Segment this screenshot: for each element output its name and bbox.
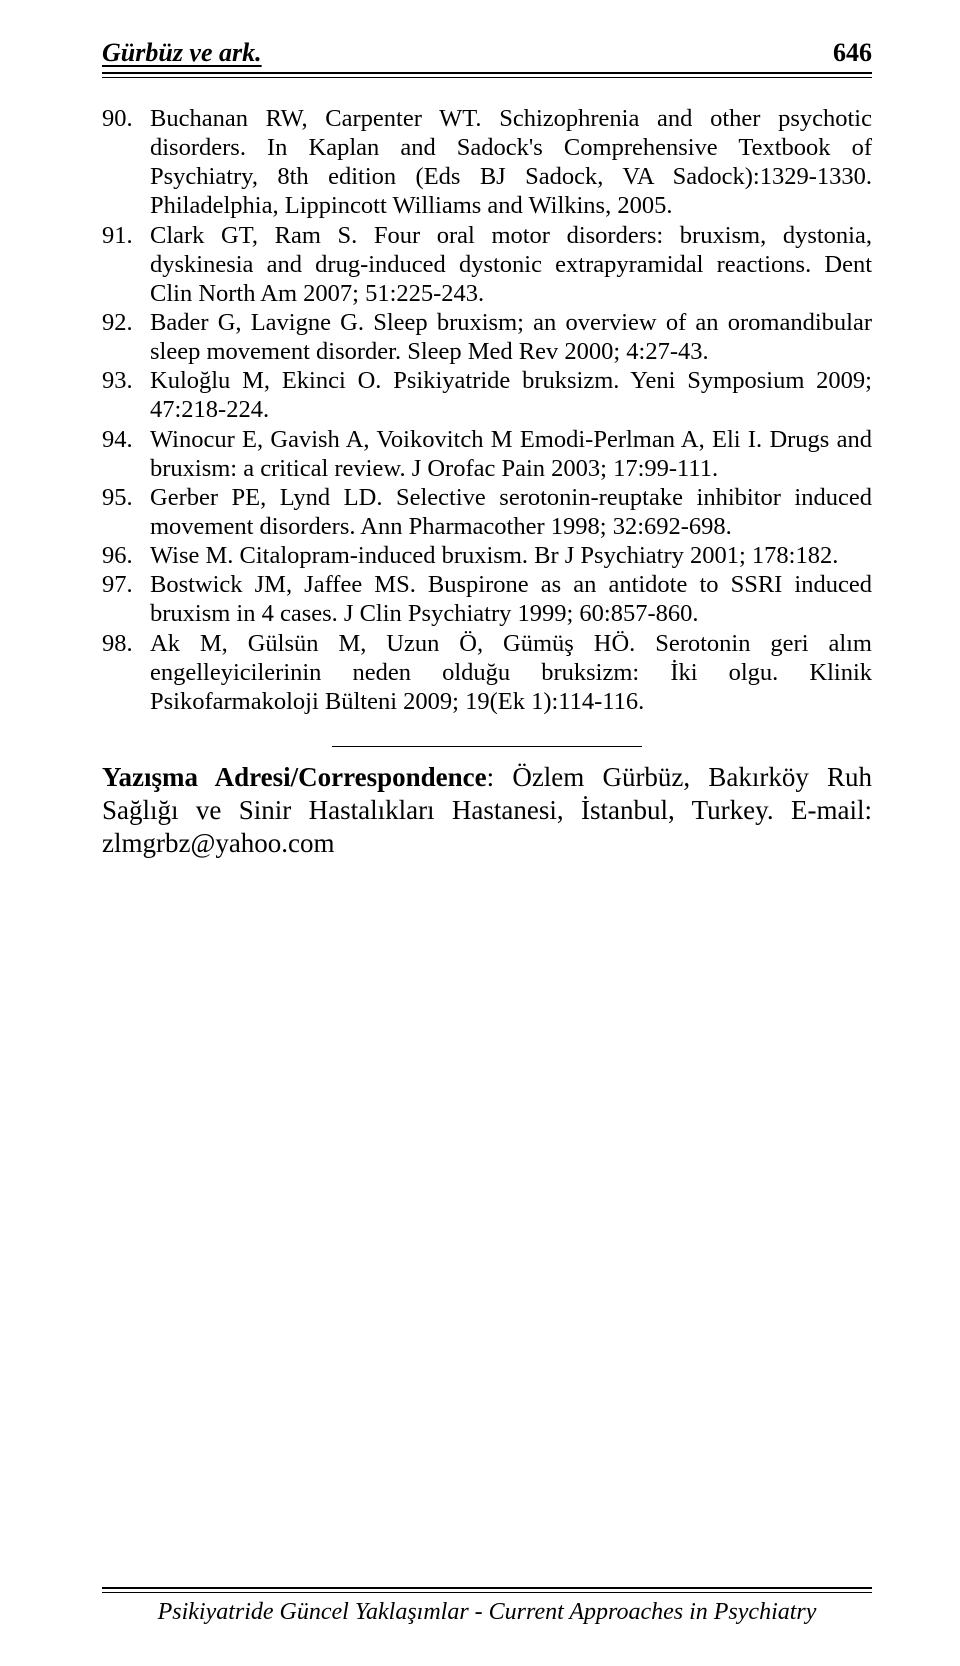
reference-item: 98.Ak M, Gülsün M, Uzun Ö, Gümüş HÖ. Ser… — [102, 629, 872, 716]
reference-text: Clark GT, Ram S. Four oral motor disorde… — [150, 221, 872, 308]
reference-number: 92. — [102, 308, 150, 366]
header-rule — [102, 77, 872, 78]
reference-item: 93.Kuloğlu M, Ekinci O. Psikiyatride bru… — [102, 366, 872, 424]
reference-number: 96. — [102, 541, 150, 570]
footer-rule-thick — [102, 1587, 872, 1589]
reference-item: 90.Buchanan RW, Carpenter WT. Schizophre… — [102, 104, 872, 221]
running-header: Gürbüz ve ark. 646 — [102, 38, 872, 74]
header-left: Gürbüz ve ark. — [102, 38, 262, 68]
footer-rule-thin — [102, 1592, 872, 1593]
footer-text: Psikiyatride Güncel Yaklaşımlar - Curren… — [102, 1599, 872, 1626]
reference-item: 96.Wise M. Citalopram-induced bruxism. B… — [102, 541, 872, 570]
reference-text: Kuloğlu M, Ekinci O. Psikiyatride bruksi… — [150, 366, 872, 424]
section-separator — [332, 746, 642, 747]
page-footer: Psikiyatride Güncel Yaklaşımlar - Curren… — [102, 1587, 872, 1626]
reference-item: 95.Gerber PE, Lynd LD. Selective seroton… — [102, 483, 872, 541]
reference-text: Buchanan RW, Carpenter WT. Schizophrenia… — [150, 104, 872, 221]
reference-number: 97. — [102, 570, 150, 628]
reference-text: Ak M, Gülsün M, Uzun Ö, Gümüş HÖ. Seroto… — [150, 629, 872, 716]
reference-text: Wise M. Citalopram-induced bruxism. Br J… — [150, 541, 872, 570]
reference-text: Bader G, Lavigne G. Sleep bruxism; an ov… — [150, 308, 872, 366]
reference-item: 92.Bader G, Lavigne G. Sleep bruxism; an… — [102, 308, 872, 366]
reference-number: 93. — [102, 366, 150, 424]
reference-number: 95. — [102, 483, 150, 541]
reference-list: 90.Buchanan RW, Carpenter WT. Schizophre… — [102, 104, 872, 716]
reference-text: Gerber PE, Lynd LD. Selective serotonin-… — [150, 483, 872, 541]
reference-item: 97.Bostwick JM, Jaffee MS. Buspirone as … — [102, 570, 872, 628]
reference-item: 94.Winocur E, Gavish A, Voikovitch M Emo… — [102, 425, 872, 483]
reference-number: 91. — [102, 221, 150, 308]
reference-text: Winocur E, Gavish A, Voikovitch M Emodi-… — [150, 425, 872, 483]
reference-number: 98. — [102, 629, 150, 716]
correspondence-block: Yazışma Adresi/Correspondence: Özlem Gür… — [102, 761, 872, 860]
reference-text: Bostwick JM, Jaffee MS. Buspirone as an … — [150, 570, 872, 628]
reference-number: 90. — [102, 104, 150, 221]
reference-item: 91.Clark GT, Ram S. Four oral motor diso… — [102, 221, 872, 308]
correspondence-label: Yazışma Adresi/Correspondence — [102, 762, 487, 792]
page-number: 646 — [833, 38, 872, 68]
page: Gürbüz ve ark. 646 90.Buchanan RW, Carpe… — [0, 0, 960, 1666]
reference-number: 94. — [102, 425, 150, 483]
